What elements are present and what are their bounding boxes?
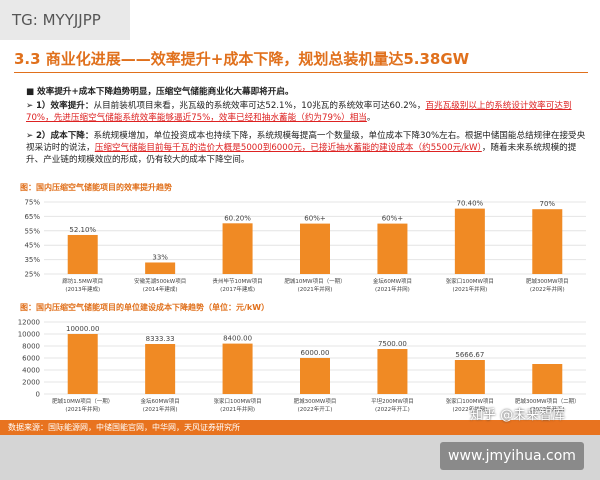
data-label: 8333.33: [146, 335, 175, 343]
data-label: 52.10%: [69, 226, 96, 234]
bar: [145, 344, 176, 394]
x-tick-label: 张家口100MW项目: [446, 277, 494, 285]
title-rule: [14, 72, 588, 73]
y-tick-label: 6000: [22, 355, 40, 363]
bar: [67, 234, 98, 274]
zhihu-watermark: 知乎 @未来智库: [470, 408, 566, 423]
bullet-highlight: 压缩空气储能目前每千瓦的造价大概是5000到6000元，已接近抽水蓄能的建设成本…: [94, 143, 482, 153]
x-tick-label: (2017年建成): [220, 285, 255, 293]
bar: [454, 359, 485, 394]
bar: [67, 334, 98, 394]
x-tick-label: (2022年并网): [452, 405, 487, 413]
x-tick-label: 肥城300MW项目（二期）: [515, 398, 580, 405]
data-label: 70%: [540, 200, 556, 208]
x-tick-label: (2021年并网): [452, 285, 487, 293]
x-tick-label: 张家口100MW项目: [446, 397, 494, 405]
chart-title: 图：国内压缩空气储能项目的效率提升趋势: [20, 183, 172, 192]
data-label: 10000.00: [66, 325, 99, 333]
bar: [377, 223, 408, 274]
bar: [300, 358, 330, 394]
x-tick-label: (2021年并网): [298, 285, 333, 293]
bullet-head: 2）成本下降：: [35, 131, 94, 141]
chart: 25% 35% 45% 55% 65% 75% 52.10% 廊坊1.5MW项目(2013年建…: [24, 199, 586, 293]
y-tick-label: 8000: [22, 343, 40, 351]
lead-text: 效率提升+成本下降趋势明显，压缩空气储能商业化大幕即将开启。: [37, 87, 294, 97]
y-tick-label: 45%: [24, 242, 40, 250]
chart: 0 2000 4000 6000 8000 10000 12000 10000.00 肥城10M…: [18, 319, 586, 413]
x-tick-label: 肥城300MW项目: [526, 278, 569, 285]
x-tick-label: 廊坊1.5MW项目: [62, 277, 103, 285]
x-tick-label: (2021年并网): [375, 285, 410, 293]
bar: [222, 343, 253, 394]
y-tick-label: 55%: [24, 227, 40, 235]
data-label: 5666.67: [455, 351, 484, 359]
data-label: 60.20%: [224, 214, 251, 222]
site-url: www.jmyihua.com: [440, 442, 584, 470]
y-tick-label: 0: [36, 391, 40, 399]
x-tick-label: 金坛60MW项目: [141, 397, 180, 405]
chart-title: 图：国内压缩空气储能项目的单位建设成本下降趋势（单位：元/kW）: [20, 303, 270, 312]
bar: [377, 349, 408, 394]
x-tick-label: 肥城10MW项目（一期）: [52, 398, 113, 405]
data-label: 60%+: [382, 215, 404, 223]
slide-title: 3.3 商业化进展——效率提升+成本下降，规划总装机量达5.38GW: [14, 50, 470, 68]
y-tick-label: 75%: [24, 199, 40, 207]
data-label: 60%+: [304, 215, 326, 223]
y-tick-label: 25%: [24, 271, 40, 279]
y-tick-label: 12000: [18, 319, 40, 327]
x-tick-label: (2022年开工): [530, 405, 565, 413]
y-tick-label: 2000: [22, 379, 40, 387]
x-tick-label: (2021年并网): [220, 405, 255, 413]
data-label: 6000.00: [301, 349, 330, 357]
bar: [145, 262, 176, 274]
bullet-text: ，随着未来系统规模的提升、产业链的规模效应的形成，仍有较大的成本下降空间。: [26, 143, 577, 165]
bar: [300, 223, 330, 274]
x-tick-label: (2021年并网): [65, 405, 100, 413]
bullet-text: 。: [366, 113, 376, 123]
x-tick-label: (2013年建成): [65, 285, 100, 293]
bullet-text: 从目前装机项目来看，兆瓦级的系统效率可达52.1%，10兆瓦的系统效率可达60.…: [93, 101, 426, 111]
x-tick-label: 平坦200MW项目: [371, 397, 414, 405]
bar: [454, 208, 485, 274]
x-tick-label: (2022年开工): [375, 405, 410, 413]
lead-bullet: ■ 效率提升+成本下降趋势明显，压缩空气储能商业化大幕即将开启。: [26, 87, 294, 97]
y-tick-label: 4000: [22, 367, 40, 375]
y-tick-label: 10000: [18, 331, 40, 339]
bullet-text: 系统规模增加，单位投资成本也持续下降，系统规模每提高一个数量级，单位成本下降30…: [26, 131, 586, 153]
x-tick-label: 肥城10MW项目（一期）: [284, 278, 345, 285]
bullet-2: ➢ 2）成本下降：系统规模增加，单位投资成本也持续下降，系统规模每提高一个数量级…: [26, 131, 586, 165]
bar: [532, 364, 563, 394]
x-tick-label: (2021年并网): [143, 405, 178, 413]
x-tick-label: (2014年建成): [143, 285, 178, 293]
x-tick-label: 金坛60MW项目: [373, 277, 412, 285]
watermark: TG: MYYJJPP: [0, 0, 130, 40]
data-label: 33%: [152, 253, 168, 261]
bar: [532, 209, 563, 274]
y-tick-label: 35%: [24, 256, 40, 264]
x-tick-label: 贵州毕节10MW项目: [212, 277, 262, 285]
bullet-highlight: 百兆瓦级别以上的系统设计效率可达到70%，先进压缩空气储能系统效率能够逼近75%…: [26, 101, 572, 123]
bar: [222, 223, 253, 274]
y-tick-label: 65%: [24, 213, 40, 221]
x-tick-label: (2022年开工): [298, 405, 333, 413]
x-tick-label: 张家口100MW项目: [213, 397, 261, 405]
bullet-1: ➢ 1）效率提升：从目前装机项目来看，兆瓦级的系统效率可达52.1%，10兆瓦的…: [26, 101, 572, 123]
bullet-head: 1）效率提升：: [35, 101, 94, 111]
x-tick-label: 安徽芜湖500kW项目: [134, 277, 186, 285]
data-label: 8400.00: [223, 335, 252, 343]
data-label: 7500.00: [378, 340, 407, 348]
source-note: 数据来源：国际能源网，中储国能官网，中华网，天风证券研究所: [0, 420, 600, 435]
data-label: 70.40%: [457, 200, 484, 208]
x-tick-label: 肥城300MW项目: [294, 398, 337, 405]
x-tick-label: (2022年并网): [530, 285, 565, 293]
